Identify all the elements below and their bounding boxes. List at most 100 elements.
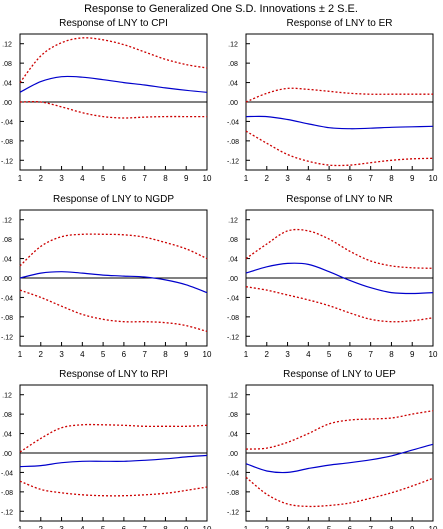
- y-tick-label: .00: [228, 276, 238, 283]
- y-tick-label: -.08: [1, 139, 13, 146]
- y-tick-label: -.08: [1, 490, 13, 497]
- panel-title: Response of LNY to NR: [286, 194, 393, 205]
- y-tick-label: .04: [228, 257, 238, 264]
- x-tick-label: 1: [244, 525, 249, 529]
- x-tick-label: 5: [101, 174, 106, 183]
- x-tick-label: 5: [101, 525, 106, 529]
- x-tick-label: 3: [285, 525, 290, 529]
- y-tick-label: .12: [228, 393, 238, 400]
- y-tick-label: -.08: [227, 139, 239, 146]
- y-tick-label: -.04: [1, 119, 13, 126]
- x-tick-label: 1: [18, 350, 23, 359]
- x-tick-label: 2: [265, 350, 270, 359]
- x-tick-label: 2: [39, 350, 44, 359]
- y-tick-label: .00: [228, 451, 238, 458]
- y-tick-label: -.12: [1, 509, 13, 516]
- x-tick-label: 1: [244, 350, 249, 359]
- y-tick-label: .12: [2, 218, 12, 225]
- x-tick-label: 8: [163, 350, 168, 359]
- series-response-line: [20, 76, 207, 92]
- y-tick-label: -.08: [227, 490, 239, 497]
- x-tick-label: 6: [122, 525, 127, 529]
- x-tick-label: 7: [142, 174, 147, 183]
- y-tick-label: .08: [228, 61, 238, 68]
- x-tick-label: 9: [184, 174, 189, 183]
- y-tick-label: .12: [228, 42, 238, 49]
- y-tick-label: .08: [2, 61, 12, 68]
- y-tick-label: .00: [2, 276, 12, 283]
- series-response-line: [246, 116, 433, 128]
- y-tick-label: -.08: [1, 315, 13, 322]
- x-tick-label: 10: [203, 525, 212, 529]
- panel-title: Response of LNY to UEP: [283, 369, 396, 380]
- x-tick-label: 9: [184, 525, 189, 529]
- x-tick-label: 10: [203, 350, 212, 359]
- x-tick-label: 9: [184, 350, 189, 359]
- series-upper-line: [20, 38, 207, 83]
- x-tick-label: 5: [327, 174, 332, 183]
- x-tick-label: 6: [348, 174, 353, 183]
- panel-4: Response of LNY to NR .12 .08 .04 .00 -.04 -.0…: [227, 194, 438, 359]
- y-tick-label: .04: [228, 81, 238, 88]
- x-tick-label: 3: [59, 174, 64, 183]
- x-tick-label: 2: [39, 174, 44, 183]
- panel-1: Response of LNY to CPI .12 .08 .04 .00 -.04 -.…: [1, 18, 212, 183]
- x-tick-label: 6: [348, 350, 353, 359]
- x-tick-label: 2: [265, 525, 270, 529]
- x-tick-label: 1: [244, 174, 249, 183]
- x-tick-label: 10: [203, 174, 212, 183]
- series-lower-line: [20, 102, 207, 118]
- series-lower-line: [20, 290, 207, 331]
- x-tick-label: 10: [429, 525, 438, 529]
- y-tick-label: -.08: [227, 315, 239, 322]
- x-tick-label: 5: [101, 350, 106, 359]
- x-tick-label: 8: [389, 350, 394, 359]
- x-tick-label: 10: [429, 174, 438, 183]
- x-tick-label: 3: [59, 525, 64, 529]
- series-lower-line: [246, 131, 433, 165]
- y-tick-label: .08: [2, 237, 12, 244]
- x-tick-label: 5: [327, 350, 332, 359]
- x-tick-label: 5: [327, 525, 332, 529]
- x-tick-label: 2: [39, 525, 44, 529]
- series-response-line: [20, 455, 207, 466]
- y-tick-label: .04: [2, 432, 12, 439]
- x-tick-label: 8: [163, 525, 168, 529]
- y-tick-label: -.04: [1, 295, 13, 302]
- x-tick-label: 1: [18, 174, 23, 183]
- x-tick-label: 8: [389, 525, 394, 529]
- panel-5: Response of LNY to RPI.12.08.04.00-.04-.…: [1, 369, 212, 529]
- series-lower-line: [246, 477, 433, 506]
- x-tick-label: 4: [306, 174, 311, 183]
- y-tick-label: .08: [2, 412, 12, 419]
- x-tick-label: 7: [368, 525, 373, 529]
- panel-title: Response of LNY to ER: [287, 18, 393, 29]
- x-tick-label: 2: [265, 174, 270, 183]
- y-tick-label: -.12: [227, 509, 239, 516]
- x-tick-label: 4: [306, 525, 311, 529]
- y-tick-label: -.04: [1, 470, 13, 477]
- y-tick-label: .04: [2, 257, 12, 264]
- y-tick-label: .00: [228, 100, 238, 107]
- y-tick-label: -.04: [227, 295, 239, 302]
- series-upper-line: [246, 230, 433, 269]
- x-tick-label: 4: [306, 350, 311, 359]
- y-tick-label: .04: [2, 81, 12, 88]
- series-response-line: [20, 272, 207, 293]
- x-tick-label: 9: [410, 525, 415, 529]
- figure-title: Response to Generalized One S.D. Innovat…: [84, 3, 358, 15]
- x-tick-label: 3: [285, 174, 290, 183]
- y-tick-label: .12: [2, 42, 12, 49]
- y-tick-label: .00: [2, 100, 12, 107]
- series-upper-line: [246, 88, 433, 102]
- x-tick-label: 1: [18, 525, 23, 529]
- series-upper-line: [20, 234, 207, 266]
- x-tick-label: 8: [163, 174, 168, 183]
- x-tick-label: 9: [410, 174, 415, 183]
- x-tick-label: 4: [80, 525, 85, 529]
- x-tick-label: 9: [410, 350, 415, 359]
- x-tick-label: 8: [389, 174, 394, 183]
- panel-3: Response of LNY to NGDP .12 .08 .04 .00 -.04 -…: [1, 194, 212, 359]
- x-tick-label: 7: [368, 350, 373, 359]
